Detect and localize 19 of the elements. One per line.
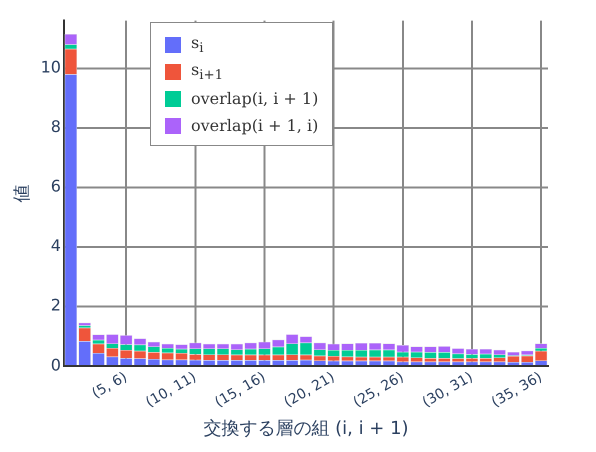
x-tick-label: (30, 31) (420, 369, 476, 411)
y-tick-label: 2 (50, 296, 61, 315)
x-tick-label: (20, 21) (281, 369, 338, 411)
y-axis-title: 値 (11, 184, 32, 202)
legend-label: s$_{i+1}$ (191, 60, 224, 84)
y-tick-label: 0 (50, 355, 61, 374)
x-tick-label: (5, 6) (89, 369, 130, 402)
y-tick-label: 4 (50, 236, 61, 256)
x-tick-label: (25, 26) (350, 369, 407, 411)
legend-label: overlap(i + 1, i) (191, 116, 318, 135)
y-tick-label: 6 (50, 176, 61, 196)
legend-label: overlap(i, i + 1) (191, 89, 318, 108)
x-tick-label: (35, 36) (488, 369, 545, 411)
x-tick-label: (15, 16) (212, 369, 268, 411)
x-tick-label: (10, 11) (143, 369, 200, 411)
x-axis-title: 交換する層の組 (i, i + 1) (203, 418, 409, 439)
y-tick-label: 8 (50, 116, 61, 136)
y-tick-label: 10 (40, 57, 61, 76)
legend-label: s$_{i}$ (191, 32, 204, 56)
